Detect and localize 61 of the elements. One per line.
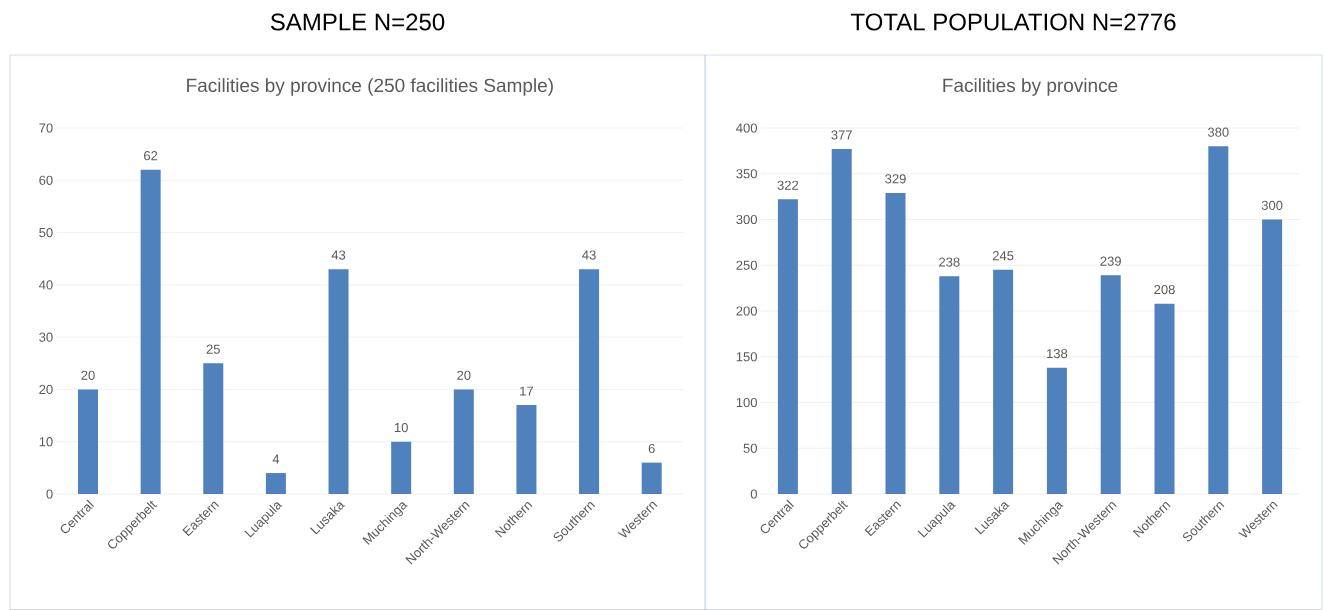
- bar: [391, 441, 412, 494]
- bar: [78, 389, 99, 494]
- bar: [641, 462, 662, 494]
- y-tick-label: 30: [39, 332, 53, 342]
- data-label: 300: [1261, 200, 1283, 210]
- y-tick-label: 10: [39, 437, 53, 447]
- data-label: 20: [457, 370, 471, 380]
- bar: [453, 389, 474, 494]
- y-tick-label: 300: [736, 214, 757, 225]
- bar: [885, 192, 906, 494]
- data-label: 245: [992, 251, 1014, 261]
- y-tick-label: 0: [750, 489, 757, 499]
- y-tick-label: 250: [736, 260, 757, 270]
- data-label: 238: [939, 257, 960, 267]
- data-label: 43: [582, 250, 596, 260]
- bar: [939, 276, 960, 494]
- bar: [265, 473, 286, 494]
- y-tick-label: 70: [39, 123, 53, 133]
- bar: [1154, 303, 1175, 494]
- y-tick-label: 350: [736, 169, 757, 179]
- y-tick-label: 400: [736, 123, 757, 133]
- data-label: 322: [777, 180, 799, 190]
- y-tick-label: 0: [46, 489, 53, 499]
- bar: [516, 405, 537, 494]
- y-tick-label: 100: [736, 397, 757, 408]
- bar: [1262, 219, 1283, 494]
- data-label: 62: [144, 151, 158, 161]
- y-tick-label: 150: [736, 352, 757, 362]
- data-label: 377: [831, 130, 852, 140]
- chart-subtitle: Facilities by province (250 facilities Sample): [187, 78, 553, 96]
- bar: [993, 269, 1014, 494]
- data-label: 17: [520, 386, 533, 396]
- data-label: 380: [1207, 127, 1229, 137]
- data-label: 208: [1154, 284, 1175, 295]
- y-tick-label: 20: [39, 384, 53, 395]
- bar: [579, 269, 600, 494]
- y-tick-label: 50: [39, 227, 53, 238]
- bar: [1208, 146, 1229, 494]
- data-label: 239: [1100, 256, 1121, 266]
- bar: [203, 363, 224, 494]
- data-label: 43: [331, 250, 346, 260]
- y-tick-label: 40: [39, 280, 53, 290]
- bar: [1046, 367, 1067, 494]
- bar: [777, 199, 798, 494]
- bar: [831, 149, 852, 494]
- data-label: 25: [206, 344, 220, 354]
- bar: [328, 269, 349, 494]
- y-tick-label: 50: [743, 443, 757, 453]
- data-label: 329: [885, 174, 906, 184]
- y-tick-label: 60: [39, 175, 53, 185]
- data-label: 20: [81, 370, 95, 380]
- chart-subtitle: Facilities by province: [943, 78, 1118, 96]
- data-label: 4: [272, 454, 280, 464]
- chart-title: SAMPLE N=250: [270, 13, 445, 31]
- data-label: 10: [394, 422, 408, 433]
- bar: [140, 169, 161, 494]
- data-label: 138: [1047, 348, 1068, 359]
- data-label: 6: [648, 443, 655, 454]
- y-tick-label: 200: [736, 306, 757, 316]
- bar: [1100, 275, 1121, 494]
- chart-title: TOTAL POPULATION N=2776: [850, 13, 1176, 31]
